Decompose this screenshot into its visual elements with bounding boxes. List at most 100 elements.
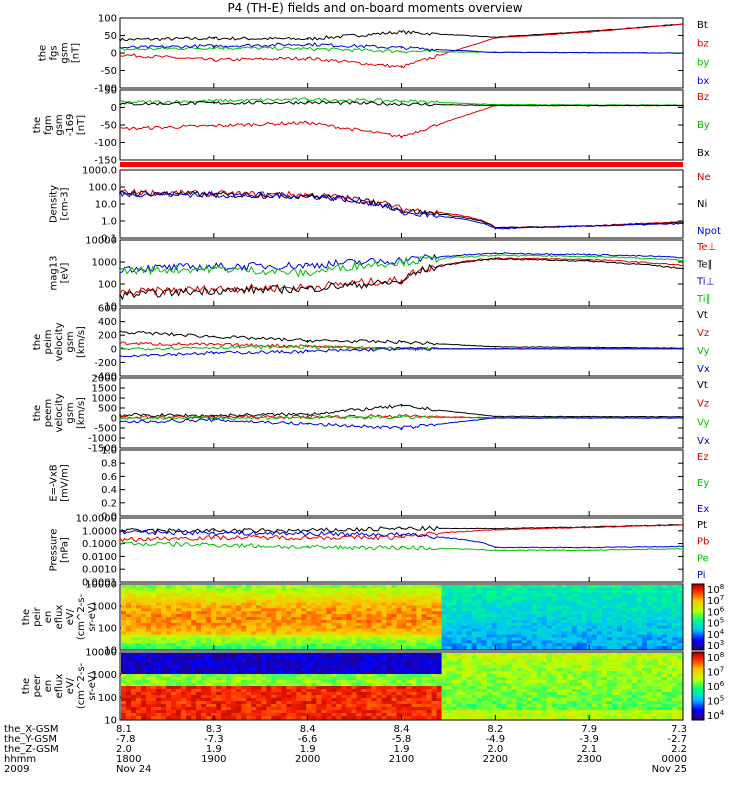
spectrogram-cell <box>486 596 493 600</box>
spectrogram-cell <box>431 599 437 603</box>
spectrogram-cell <box>181 634 187 638</box>
legend-Npot: Npot <box>697 226 721 237</box>
spectrogram-cell <box>396 674 402 678</box>
spectrogram-cell <box>436 659 442 663</box>
spectrogram-cell <box>156 704 162 708</box>
spectrogram-cell <box>501 590 508 595</box>
spectrogram-cell <box>336 587 342 592</box>
spectrogram-cell <box>276 587 282 592</box>
spectrogram-cell <box>481 683 487 687</box>
spectrogram-cell <box>371 611 377 615</box>
spectrogram-cell <box>236 585 242 589</box>
spectrogram-cell <box>591 631 598 635</box>
ylabel-line: eflux <box>54 674 65 699</box>
spectrogram-cell <box>311 659 317 663</box>
spectrogram-cell <box>456 590 462 595</box>
spectrogram-cell <box>406 668 412 672</box>
spectrogram-cell <box>241 674 247 678</box>
spectrogram-cell <box>251 698 257 702</box>
spectrogram-cell <box>436 637 442 641</box>
spectrogram-cell <box>516 605 523 609</box>
spectrogram-cell <box>376 707 382 711</box>
spectrogram-cell <box>421 608 427 612</box>
spectrogram-cell <box>401 637 407 641</box>
spectrogram-cell <box>511 611 518 615</box>
spectrogram-cell <box>136 716 142 720</box>
spectrogram-cell <box>126 625 132 629</box>
spectrogram-cell <box>556 617 563 621</box>
spectrogram-cell <box>356 671 362 675</box>
spectrogram-cell <box>566 602 573 606</box>
spectrogram-cell <box>586 683 593 687</box>
spectrogram-cell <box>601 643 608 647</box>
spectrogram-cell <box>641 637 648 641</box>
spectrogram-cell <box>591 640 598 644</box>
spectrogram-cell <box>351 674 357 678</box>
spectrogram-cell <box>451 680 457 684</box>
spectrogram-cell <box>266 710 272 714</box>
spectrogram-cell <box>536 671 543 675</box>
spectrogram-cell <box>416 698 422 702</box>
ytick-label: 0.1000 <box>82 539 117 550</box>
point-Npot <box>682 222 684 225</box>
spectrogram-cell <box>126 662 132 666</box>
spectrogram-cell <box>526 599 533 603</box>
point-Vt <box>588 346 590 349</box>
spectrogram-cell <box>546 671 553 675</box>
spectrogram-cell <box>256 701 262 705</box>
point-Pe <box>682 547 684 550</box>
spectrogram-cell <box>416 587 422 592</box>
spectrogram-cell <box>526 656 533 660</box>
spectrogram-cell <box>231 605 237 609</box>
ylabel-line: the <box>32 334 43 350</box>
spectrogram-cell <box>431 619 437 624</box>
ytick-label: -400 <box>94 372 117 383</box>
spectrogram-cell <box>276 689 282 693</box>
spectrogram-cell <box>516 656 523 660</box>
spectrogram-cell <box>241 677 247 681</box>
spectrogram-cell <box>441 587 447 592</box>
spectrogram-cell <box>576 608 583 612</box>
spectrogram-cell <box>291 590 297 595</box>
spectrogram-cell <box>476 587 482 592</box>
spectrogram-cell <box>621 617 628 621</box>
spectrogram-cell <box>351 646 357 650</box>
spectrogram-cell <box>326 680 332 684</box>
spectrogram-cell <box>121 614 127 618</box>
spectrogram-cell <box>346 710 352 714</box>
spectrogram-cell <box>371 614 377 618</box>
spectrogram-cell <box>386 640 392 644</box>
spectrogram-cell <box>411 587 417 592</box>
spectrogram-cell <box>361 608 367 612</box>
spectrogram-cell <box>516 587 523 592</box>
spectrogram-cell <box>672 608 678 612</box>
spectrogram-peer-spectrogram <box>121 653 683 720</box>
spectrogram-cell <box>186 640 192 644</box>
spectrogram-cell <box>311 646 317 650</box>
spectrogram-cell <box>141 622 147 627</box>
spectrogram-cell <box>626 585 633 589</box>
spectrogram-cell <box>301 659 307 663</box>
point-Vt <box>213 414 215 417</box>
spectrogram-cell <box>426 662 432 666</box>
spectrogram-cell <box>406 674 412 678</box>
spectrogram-cell <box>136 619 142 624</box>
spectrogram-cell <box>521 659 528 663</box>
spectrogram-cell <box>121 698 127 702</box>
spectrogram-cell <box>231 704 237 708</box>
spectrogram-cell <box>421 643 427 647</box>
legend-Ez: Ez <box>697 452 709 463</box>
spectrogram-cell <box>571 665 578 669</box>
spectrogram-cell <box>366 698 372 702</box>
spectrogram-cell <box>611 596 618 600</box>
spectrogram-cell <box>261 602 267 606</box>
spectrogram-cell <box>221 596 227 600</box>
spectrogram-cell <box>221 593 227 597</box>
spectrogram-cell <box>336 716 342 720</box>
spectrogram-cell <box>281 671 287 675</box>
spectrogram-cell <box>191 683 197 687</box>
spectrogram-cell <box>511 671 518 675</box>
point-bx <box>306 43 309 46</box>
spectrogram-cell <box>126 707 132 711</box>
spectrogram-cell <box>226 614 232 618</box>
